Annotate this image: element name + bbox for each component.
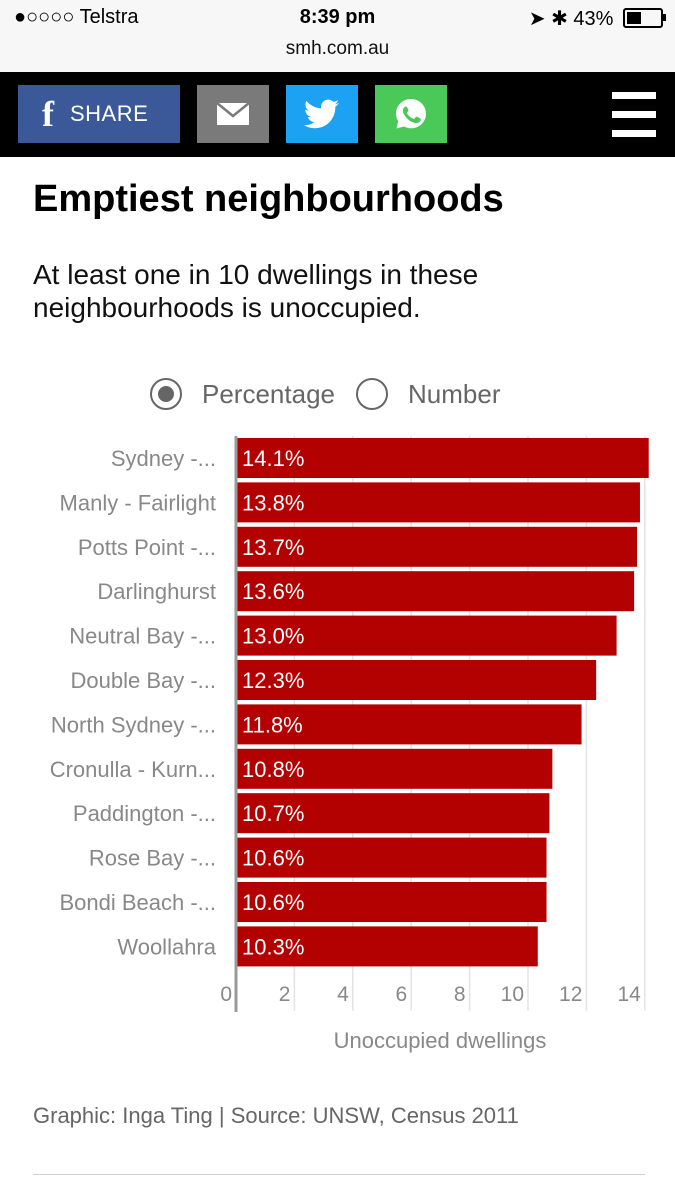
status-bar: ●○○○○ Telstra 8:39 pm ➤ ✱ 43% smh.com.au [0, 0, 675, 73]
location-icon: ➤ [528, 8, 546, 30]
bar[interactable] [237, 526, 638, 567]
category-label: Bondi Beach -... [59, 890, 216, 915]
category-label: Sydney -... [111, 446, 216, 471]
share-toolbar: f SHARE [0, 72, 675, 157]
x-tick-label: 14 [617, 983, 641, 1006]
battery-icon [623, 8, 666, 28]
category-label: Darlinghurst [97, 579, 216, 604]
bar-value-label: 12.3% [242, 668, 304, 693]
bar-value-label: 11.8% [242, 712, 303, 737]
category-label: Double Bay -... [70, 668, 216, 693]
bar[interactable] [237, 926, 538, 967]
x-tick-label: 0 [220, 983, 232, 1006]
category-label: Neutral Bay -... [69, 624, 216, 649]
category-label: Woollahra [117, 934, 216, 959]
category-label: North Sydney -... [51, 712, 216, 737]
bar-value-label: 10.7% [242, 801, 304, 826]
hamburger-menu-icon[interactable] [612, 92, 656, 138]
whatsapp-share-button[interactable] [375, 85, 447, 143]
bar[interactable] [237, 837, 547, 878]
bar[interactable] [237, 704, 582, 745]
x-axis-label: Unoccupied dwellings [334, 1028, 547, 1053]
bar-value-label: 14.1% [242, 446, 304, 471]
bar[interactable] [237, 571, 635, 612]
twitter-icon [304, 99, 339, 129]
number-label: Number [408, 378, 501, 409]
twitter-share-button[interactable] [286, 85, 358, 143]
x-tick-label: 12 [559, 983, 582, 1006]
carrier-label: ●○○○○ Telstra [14, 6, 139, 28]
bar[interactable] [237, 748, 553, 789]
bar[interactable] [237, 882, 547, 922]
bar-value-label: 13.6% [242, 579, 304, 604]
bar-chart: 14.1% 13.8% 13.7% 13.6% 13.0% 12.3% 11.8% 10.8%… [50, 436, 649, 1053]
status-right: ➤ ✱ 43% [528, 6, 666, 31]
category-label: Rose Bay -... [89, 846, 216, 871]
clock: 8:39 pm [299, 6, 376, 28]
category-label: Cronulla - Kurn... [50, 757, 216, 782]
bar-value-label: 13.0% [242, 624, 304, 649]
chart-credit: Graphic: Inga Ting | Source: UNSW, Censu… [33, 1103, 519, 1128]
x-tick-label: 8 [454, 983, 466, 1006]
address-bar[interactable]: smh.com.au [285, 38, 390, 59]
bar[interactable] [237, 660, 597, 700]
facebook-icon: f [42, 94, 54, 134]
radio-unselected-icon [356, 378, 388, 410]
bar-value-label: 10.8% [242, 757, 304, 782]
radio-selected-icon [150, 378, 182, 410]
bar-value-label: 10.3% [242, 934, 304, 959]
bar-value-label: 13.8% [242, 490, 304, 515]
page-title: Emptiest neighbourhoods [33, 178, 504, 220]
bar[interactable] [237, 438, 649, 478]
facebook-share-button[interactable]: f SHARE [18, 85, 180, 143]
email-icon [216, 102, 250, 125]
bar[interactable] [237, 615, 617, 656]
divider [33, 1174, 645, 1175]
share-label: SHARE [70, 101, 149, 126]
bar-value-label: 10.6% [242, 890, 304, 915]
percentage-label: Percentage [202, 378, 335, 409]
chart-subtitle: At least one in 10 dwellings in these ne… [33, 259, 479, 323]
battery-percent: 43% [573, 8, 614, 30]
category-label: Paddington -... [73, 801, 216, 826]
x-tick-label: 4 [337, 983, 349, 1006]
category-label: Potts Point -... [78, 535, 216, 560]
bar-value-label: 10.6% [242, 846, 304, 871]
bar[interactable] [237, 482, 640, 523]
email-share-button[interactable] [197, 85, 269, 143]
number-radio[interactable]: Number [356, 378, 500, 410]
bar-value-label: 13.7% [242, 535, 304, 560]
x-tick-label: 6 [396, 983, 408, 1006]
category-label: Manly - Fairlight [60, 490, 216, 515]
x-tick-label: 2 [279, 983, 291, 1006]
bar[interactable] [237, 793, 550, 834]
percentage-radio[interactable]: Percentage [150, 378, 335, 410]
bluetooth-icon: ✱ [551, 8, 568, 30]
x-tick-label: 10 [501, 983, 524, 1006]
whatsapp-icon [396, 99, 426, 129]
